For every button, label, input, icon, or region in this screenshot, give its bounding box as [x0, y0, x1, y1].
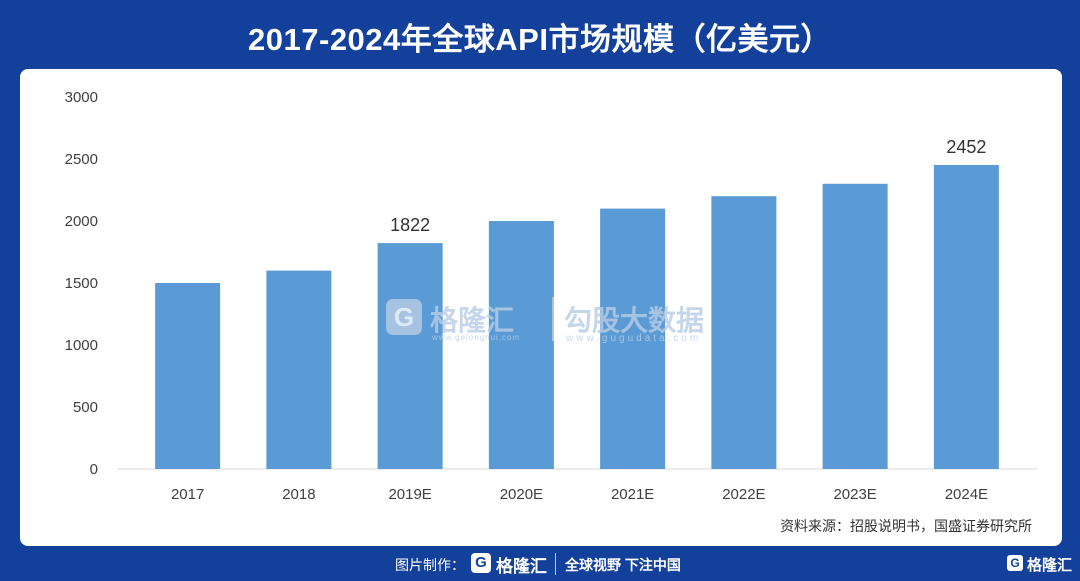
x-tick-label: 2019E [388, 486, 431, 503]
footer-slogan: 全球视野 下注中国 [565, 557, 681, 573]
y-tick-label: 500 [73, 399, 98, 416]
footer-right-brand: 格隆汇 [1027, 557, 1073, 574]
data-label: 1822 [390, 215, 430, 235]
x-tick-label: 2018 [282, 486, 315, 503]
footer-logo-icon: G [471, 553, 491, 573]
footer-made-by-label: 图片制作： [395, 557, 465, 573]
x-tick-label: 2017 [171, 486, 204, 503]
y-tick-label: 1500 [65, 275, 98, 292]
x-tick-label: 2023E [833, 486, 876, 503]
bar-2018 [266, 270, 332, 469]
x-tick-label: 2024E [945, 486, 988, 503]
bar-2023E [822, 183, 888, 470]
chart-title: 2017-2024年全球API市场规模（亿美元） [248, 22, 832, 57]
bar-2022E [711, 196, 777, 469]
data-labels: 1822 2452 [390, 137, 986, 235]
bar-2020E [488, 221, 554, 469]
footer-brand: 格隆汇 [496, 557, 547, 576]
y-tick-label: 2000 [65, 213, 98, 230]
x-tick-label: 2022E [722, 486, 765, 503]
footer-right-logo-icon: G [1007, 555, 1023, 571]
y-tick-label: 3000 [65, 89, 98, 106]
chart-card: 0 500 1000 1500 2000 2500 3000 2017 2018 2019E 20… [20, 69, 1062, 546]
bar-2019E [377, 243, 443, 469]
bar-2024E [933, 164, 999, 469]
y-tick-label: 0 [90, 461, 98, 478]
footer-divider [555, 553, 556, 575]
data-label: 2452 [946, 137, 986, 157]
y-tick-label: 1000 [65, 337, 98, 354]
bar-2021E [600, 208, 666, 469]
y-axis-ticks: 0 500 1000 1500 2000 2500 3000 [65, 89, 98, 478]
y-tick-label: 2500 [65, 151, 98, 168]
x-axis-ticks: 2017 2018 2019E 2020E 2021E 2022E 2023E 2024E [171, 486, 988, 503]
source-note: 资料来源：招股说明书，国盛证券研究所 [780, 518, 1032, 534]
bars [155, 164, 999, 470]
bar-2017 [155, 283, 221, 469]
footer: 图片制作： G 格隆汇 全球视野 下注中国 G 格隆汇 [0, 548, 1080, 581]
x-tick-label: 2020E [500, 486, 543, 503]
x-tick-label: 2021E [611, 486, 654, 503]
